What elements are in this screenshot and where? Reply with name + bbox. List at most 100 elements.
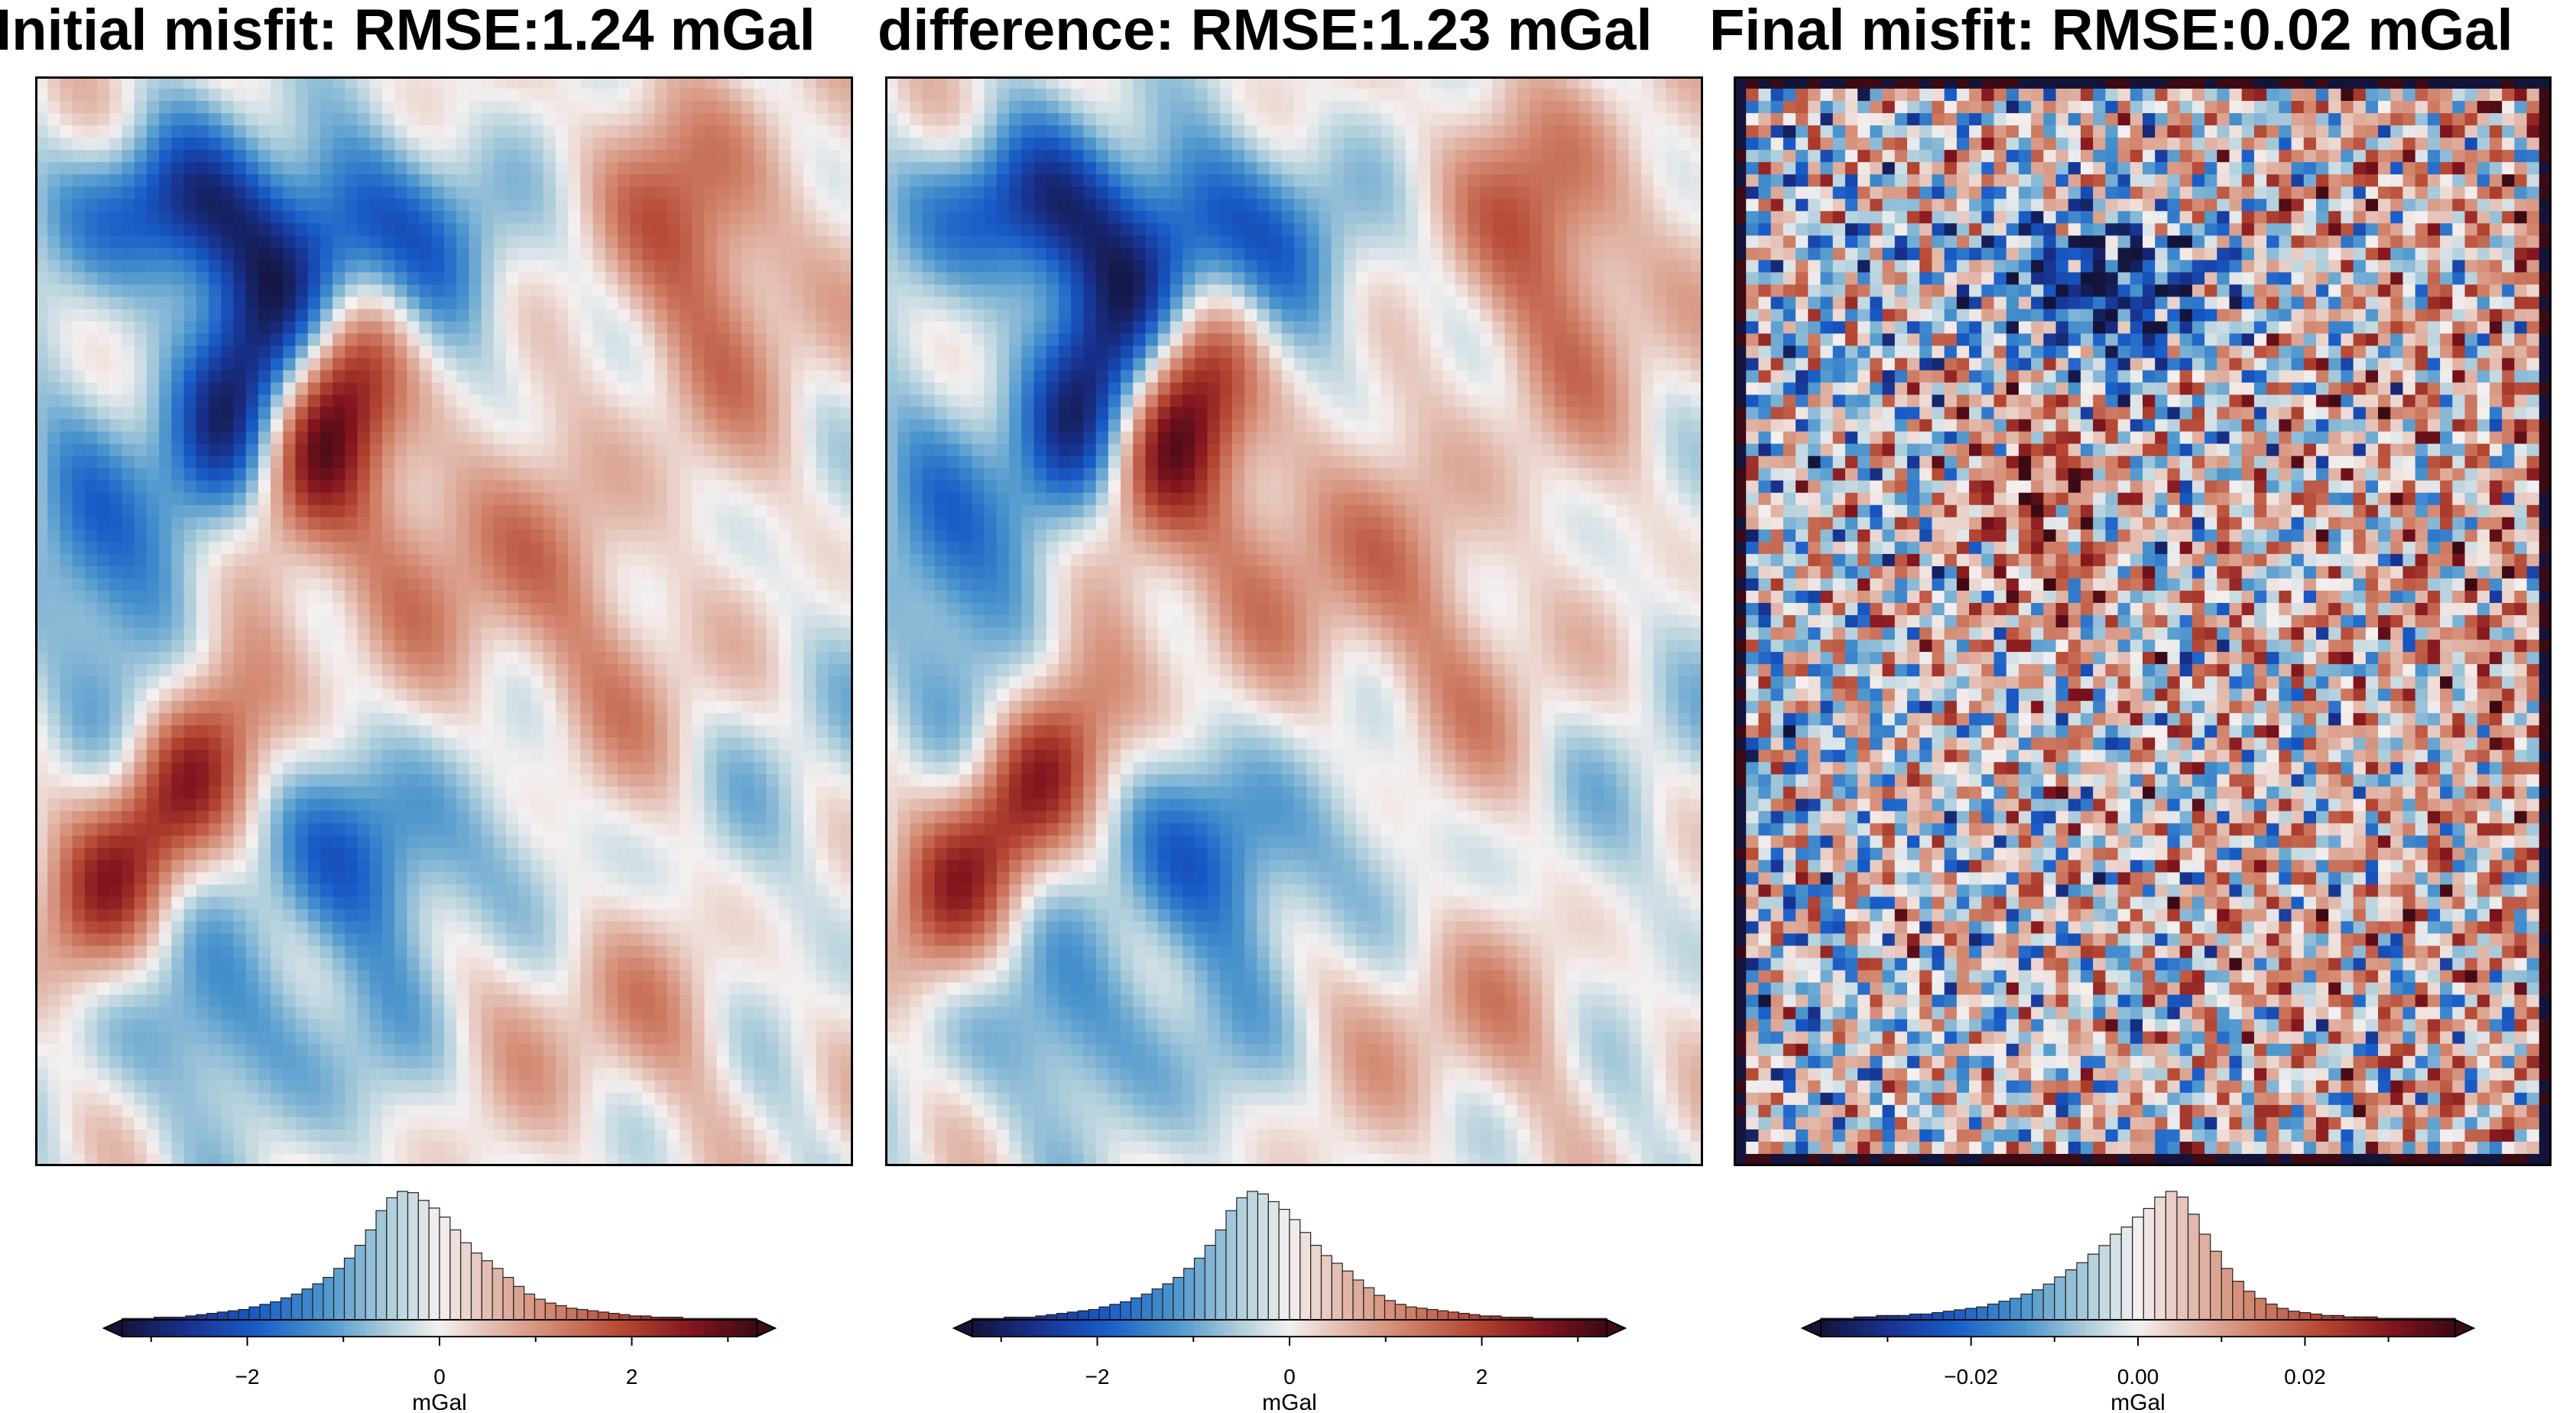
heatmap-cell <box>122 627 135 640</box>
heatmap-cell <box>109 689 123 702</box>
heatmap-cell <box>790 455 804 469</box>
heatmap-cell <box>245 566 259 579</box>
heatmap-cell <box>97 517 110 530</box>
heatmap-cell <box>754 933 767 947</box>
heatmap-cell <box>543 333 556 347</box>
heatmap-cell <box>840 566 853 579</box>
heatmap-cell <box>692 333 706 347</box>
heatmap-cell <box>493 358 507 371</box>
heatmap-cell <box>233 101 247 114</box>
heatmap-cell <box>357 199 371 212</box>
heatmap-cell <box>419 309 433 322</box>
heatmap-cell <box>630 872 643 886</box>
heatmap-cell <box>109 945 123 959</box>
heatmap-cell <box>146 162 160 175</box>
heatmap-cell <box>97 602 110 616</box>
heatmap-cell <box>271 835 284 849</box>
heatmap-cell <box>122 835 135 849</box>
heatmap-cell <box>680 640 693 653</box>
heatmap-cell <box>790 627 804 640</box>
heatmap-cell <box>617 602 631 616</box>
heatmap-cell <box>97 958 110 971</box>
heatmap-cell <box>716 713 730 726</box>
heatmap-cell <box>728 725 742 738</box>
heatmap-cell <box>320 89 333 102</box>
heatmap-cell <box>680 431 693 445</box>
heatmap-cell <box>122 211 135 224</box>
heatmap-cell <box>394 872 407 886</box>
heatmap-cell <box>283 970 297 984</box>
heatmap-cell <box>469 199 482 212</box>
heatmap-cell <box>580 774 594 787</box>
heatmap-cell <box>741 113 754 126</box>
heatmap-cell <box>357 933 371 947</box>
heatmap-cell <box>159 150 172 163</box>
heatmap-cell <box>431 235 445 248</box>
heatmap-cell <box>704 260 718 273</box>
heatmap-cell <box>84 297 98 310</box>
heatmap-cell <box>134 799 148 812</box>
heatmap-cell <box>407 321 420 335</box>
heatmap-cell <box>419 774 433 787</box>
heatmap-cell <box>667 823 680 836</box>
heatmap-cell <box>741 725 754 738</box>
heatmap-cell <box>716 321 730 335</box>
heatmap-cell <box>47 260 61 273</box>
heatmap-cell <box>419 909 433 922</box>
heatmap-cell <box>134 750 148 763</box>
heatmap-cell <box>469 737 482 750</box>
heatmap-cell <box>307 799 321 812</box>
heatmap-cell <box>146 370 160 384</box>
heatmap-cell <box>493 260 507 273</box>
heatmap-cell <box>778 701 792 714</box>
heatmap-cell <box>369 701 383 714</box>
heatmap-cell <box>233 113 247 126</box>
heatmap-cell <box>444 345 457 359</box>
heatmap-cell <box>680 737 693 750</box>
heatmap-cell <box>555 750 569 763</box>
heatmap-cell <box>728 89 742 102</box>
heatmap-cell <box>221 823 234 836</box>
heatmap-cell <box>778 737 792 750</box>
heatmap-cell <box>543 737 556 750</box>
heatmap-cell <box>493 982 507 996</box>
heatmap-cell <box>790 933 804 947</box>
heatmap-cell <box>481 994 495 1008</box>
heatmap-cell <box>283 235 297 248</box>
heatmap-cell <box>840 248 853 261</box>
heatmap-cell <box>394 468 407 481</box>
heatmap-cell <box>592 199 606 212</box>
heatmap-cell <box>357 162 371 175</box>
heatmap-cell <box>481 345 495 359</box>
heatmap-cell <box>109 529 123 543</box>
heatmap-cell <box>568 884 581 898</box>
heatmap-cell <box>617 382 631 396</box>
heatmap-cell <box>233 272 247 285</box>
heatmap-cell <box>333 492 346 506</box>
heatmap-cell <box>183 884 197 898</box>
heatmap-cell <box>481 309 495 322</box>
heatmap-cell <box>345 370 358 384</box>
heatmap-cell <box>506 945 519 959</box>
heatmap-cell <box>283 578 297 591</box>
heatmap-cell <box>530 553 544 567</box>
heatmap-cell <box>543 689 556 702</box>
heatmap-cell <box>828 211 842 224</box>
heatmap-cell <box>469 676 482 689</box>
heatmap-cell <box>803 260 816 273</box>
heatmap-cell <box>704 860 718 873</box>
heatmap-cell <box>741 945 754 959</box>
heatmap-cell <box>518 640 532 653</box>
heatmap-cell <box>728 578 742 591</box>
heatmap-cell <box>221 553 234 567</box>
heatmap-cell <box>555 297 569 310</box>
heatmap-cell <box>790 835 804 849</box>
heatmap-cell <box>196 627 209 640</box>
heatmap-cell <box>183 455 197 469</box>
heatmap-cell <box>109 186 123 199</box>
heatmap-cell <box>369 480 383 494</box>
heatmap-cell <box>407 407 420 420</box>
heatmap-cell <box>444 799 457 812</box>
heatmap-cell <box>60 138 73 151</box>
heatmap-cell <box>171 737 185 750</box>
